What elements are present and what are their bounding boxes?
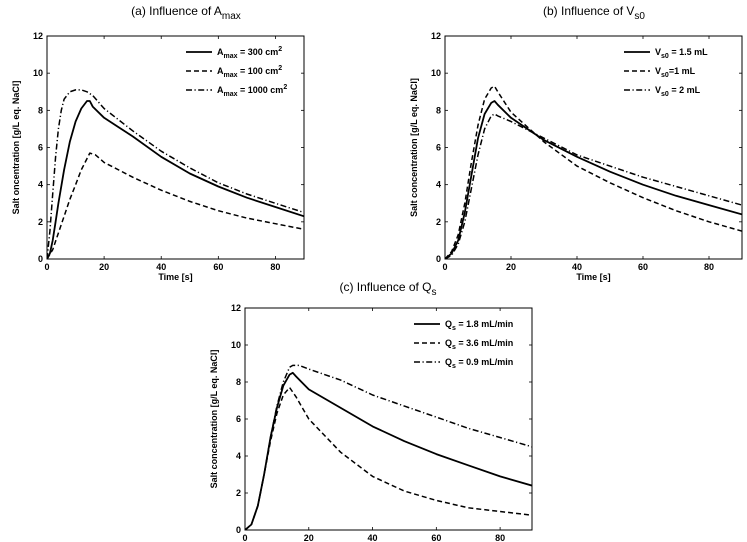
x-tick-label: 20 (304, 533, 314, 542)
x-tick-label: 0 (242, 533, 247, 542)
series-line-1 (445, 100, 742, 259)
y-tick-label: 8 (38, 105, 43, 115)
chart-title: (b) Influence of Vs0 (543, 4, 645, 22)
chart-panel-2: (b) Influence of Vs0 0 20 40 60 80 0 2 4 6 8 10 12 Ti… (409, 4, 743, 282)
y-tick-label: 8 (436, 105, 441, 115)
y-tick-label: 6 (38, 143, 43, 153)
series-line-2 (245, 386, 532, 530)
y-tick-label: 0 (436, 254, 441, 264)
y-tick-label: 4 (436, 180, 441, 190)
plot-frame (444, 35, 743, 260)
y-tick-label: 2 (236, 488, 241, 498)
legend: Amax = 300 cm2 Amax = 100 cm2 Amax = 1000 … (182, 40, 300, 100)
y-tick-label: 0 (236, 525, 241, 535)
series-line-2 (445, 85, 742, 259)
x-tick-label: 80 (704, 262, 714, 272)
y-tick-label: 8 (236, 377, 241, 387)
y-tick-label: 4 (236, 451, 241, 461)
legend: Vs0 = 1.5 mL Vs0=1 mL Vs0 = 2 mL (620, 40, 738, 100)
x-tick-label: 40 (572, 262, 582, 272)
y-tick-label: 10 (33, 68, 43, 78)
series-group (445, 85, 742, 259)
legend-entry-3: Amax = 1000 cm2 (217, 84, 287, 98)
x-tick-label: 20 (99, 262, 109, 272)
y-tick-label: 2 (436, 217, 441, 227)
y-tick-label: 12 (231, 303, 241, 313)
chart-panel-3: (c) Influence of Qs020406080024681012Tim… (209, 280, 533, 542)
legend-entry-1: Amax = 300 cm2 (217, 46, 282, 60)
y-axis-label: Salt concentration [g/L eq. NaCl] (209, 350, 219, 489)
y-tick-label: 12 (431, 31, 441, 41)
x-tick-label: 20 (506, 262, 516, 272)
series-line-3 (245, 364, 532, 530)
y-tick-label: 10 (431, 68, 441, 78)
legend-entry-1: Vs0 = 1.5 mL (655, 47, 708, 60)
legend-entry-1: Qs = 1.8 mL/min (445, 319, 513, 332)
legend-entry-2: Qs = 3.6 mL/min (445, 338, 513, 351)
x-tick-label: 0 (44, 262, 49, 272)
series-group (47, 89, 304, 259)
y-tick-label: 2 (38, 217, 43, 227)
legend: Qs = 1.8 mL/min Qs = 3.6 mL/min Qs = 0.9 m… (410, 312, 528, 372)
y-tick-label: 0 (38, 254, 43, 264)
y-tick-label: 12 (33, 31, 43, 41)
series-line-1 (245, 371, 532, 530)
x-axis-label: Time [s] (576, 272, 610, 282)
legend-entry-2: Vs0=1 mL (655, 66, 696, 79)
y-axis-label: Salt oncentration [g/L eq. NaCl] (11, 81, 21, 215)
x-tick-label: 60 (638, 262, 648, 272)
x-tick-label: 40 (156, 262, 166, 272)
x-tick-label: 0 (442, 262, 447, 272)
x-tick-label: 60 (213, 262, 223, 272)
chart-title: (a) Influence of Amax (131, 4, 241, 22)
x-tick-label: 80 (270, 262, 280, 272)
chart-title: (c) Influence of Qs (339, 280, 436, 298)
x-tick-label: 60 (431, 533, 441, 542)
y-tick-label: 10 (231, 340, 241, 350)
x-tick-label: 80 (495, 533, 505, 542)
series-line-1 (47, 100, 304, 259)
legend-entry-3: Qs = 0.9 mL/min (445, 357, 513, 370)
y-tick-label: 6 (236, 414, 241, 424)
series-group (245, 364, 532, 530)
legend-entry-2: Amax = 100 cm2 (217, 65, 282, 79)
x-tick-label: 40 (368, 533, 378, 542)
chart-panel-1: (a) Influence of Amax 0 20 40 60 80 0 2 4 6 8 10 12 T… (11, 4, 305, 282)
y-tick-label: 4 (38, 180, 43, 190)
series-line-2 (47, 152, 304, 259)
y-axis-label: Salt concentration [g/L eq. NaCl] (409, 78, 419, 217)
series-line-3 (445, 113, 742, 259)
plot-frame (46, 35, 305, 260)
plot-frame (244, 307, 533, 531)
x-axis-label: Time [s] (158, 272, 192, 282)
series-line-3 (47, 89, 304, 259)
y-tick-label: 6 (436, 143, 441, 153)
legend-entry-3: Vs0 = 2 mL (655, 85, 701, 98)
